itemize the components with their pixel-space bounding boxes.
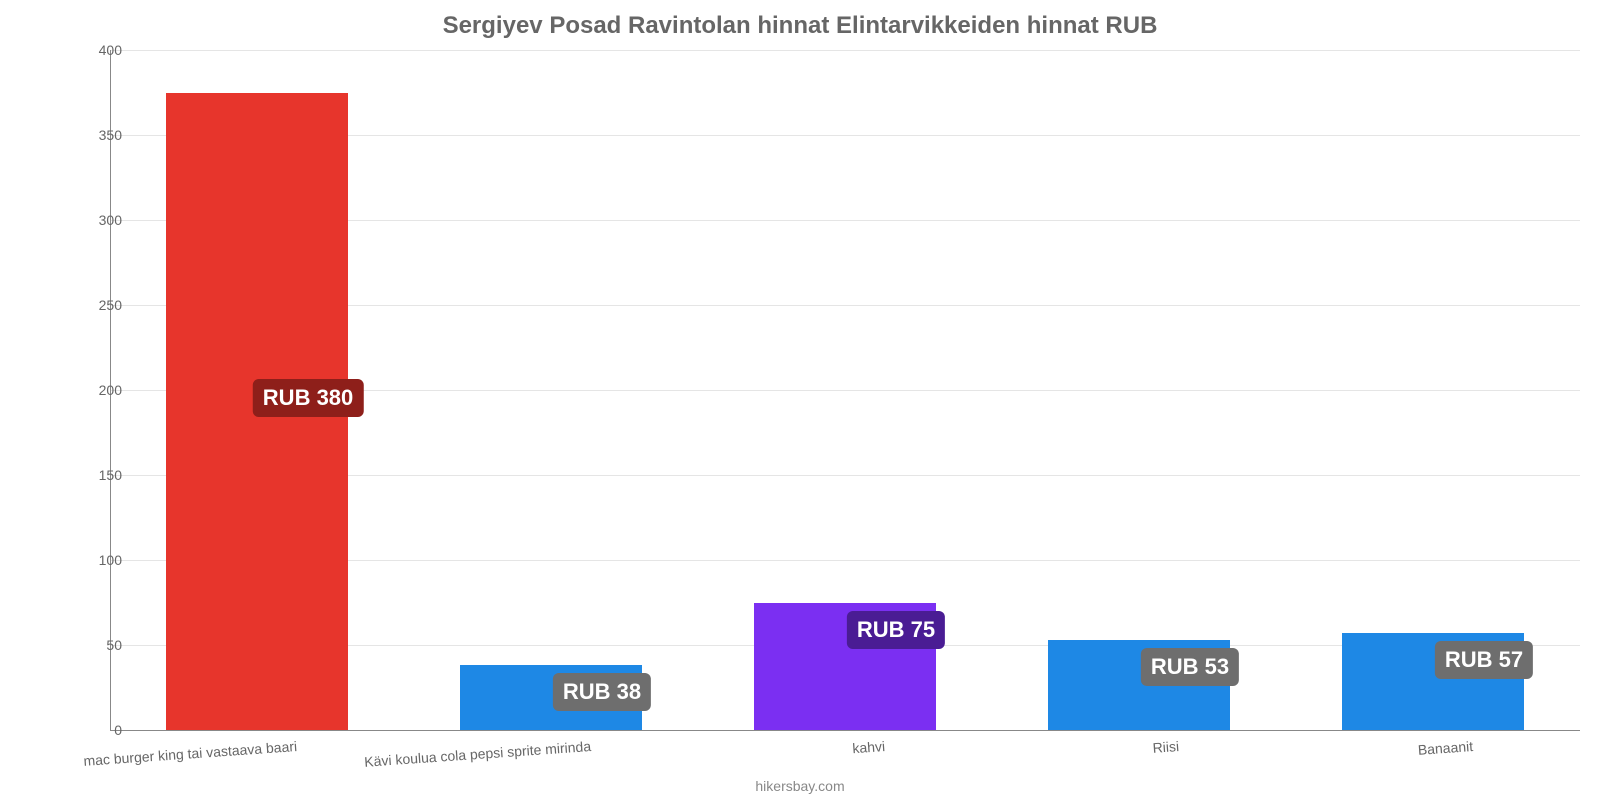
- plot-area: RUB 380 RUB 38 RUB 75 RUB 53 RUB 57: [110, 50, 1580, 730]
- value-badge: RUB 38: [553, 673, 651, 711]
- gridline: [110, 50, 1580, 51]
- value-badge: RUB 75: [847, 611, 945, 649]
- value-badge: RUB 57: [1435, 641, 1533, 679]
- x-tick-label: kahvi: [852, 738, 886, 756]
- y-tick-label: 400: [72, 42, 122, 58]
- y-tick-label: 300: [72, 212, 122, 228]
- x-tick-label: Kävi koulua cola pepsi sprite mirinda: [364, 738, 592, 770]
- y-tick-label: 250: [72, 297, 122, 313]
- y-tick-label: 150: [72, 467, 122, 483]
- x-tick-label: Banaanit: [1417, 738, 1473, 758]
- chart-title: Sergiyev Posad Ravintolan hinnat Elintar…: [0, 12, 1600, 40]
- y-tick-label: 50: [72, 637, 122, 653]
- x-axis: [110, 730, 1580, 731]
- y-tick-label: 100: [72, 552, 122, 568]
- y-tick-label: 0: [72, 722, 122, 738]
- x-tick-label: Riisi: [1152, 738, 1180, 756]
- x-tick-label: mac burger king tai vastaava baari: [83, 738, 298, 769]
- attribution-text: hikersbay.com: [0, 778, 1600, 794]
- value-badge: RUB 53: [1141, 648, 1239, 686]
- y-tick-label: 200: [72, 382, 122, 398]
- value-badge: RUB 380: [253, 379, 363, 417]
- y-tick-label: 350: [72, 127, 122, 143]
